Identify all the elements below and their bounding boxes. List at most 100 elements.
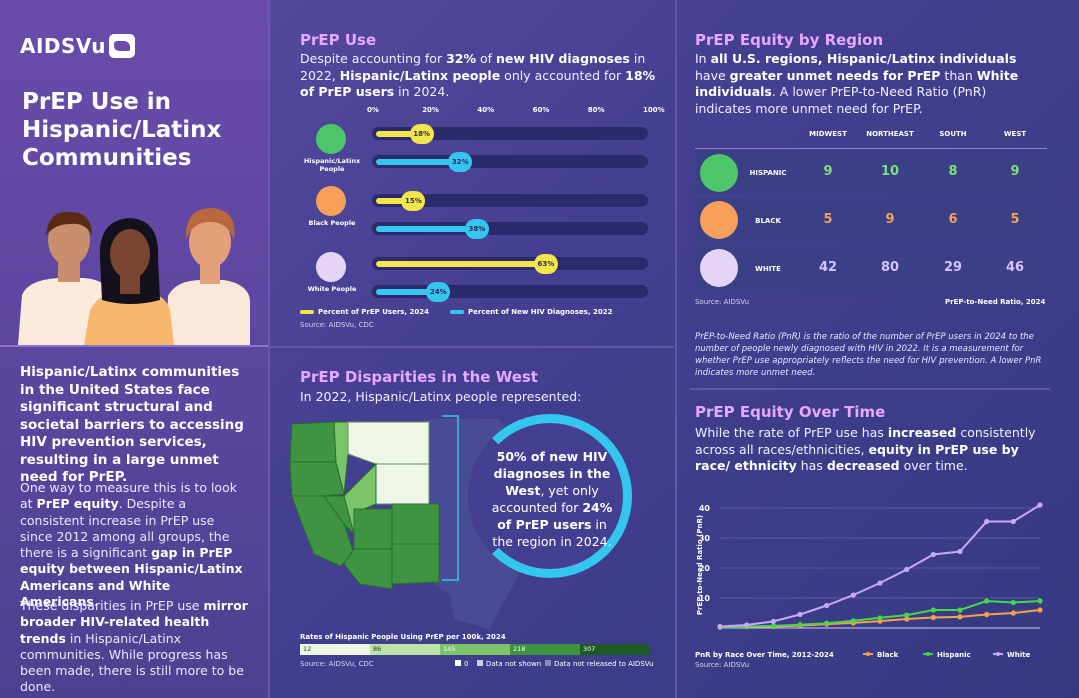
- data-point: [1010, 610, 1016, 616]
- table-row-label: WHITE: [755, 265, 781, 273]
- data-point: [1037, 607, 1043, 613]
- black-avatar-icon: [700, 201, 738, 239]
- legend-prep-users: Percent of PrEP Users, 2024: [300, 308, 429, 316]
- data-point: [1010, 599, 1016, 606]
- y-axis-label: PrEP-to-Need Ratio (PnR): [696, 515, 704, 615]
- table-column-header: MIDWEST: [809, 130, 847, 138]
- map-legend-bin: 218: [510, 644, 580, 655]
- bar-track: [372, 127, 648, 140]
- table-row-label: HISPANIC: [749, 169, 787, 177]
- table-cell-value: 9: [885, 212, 895, 227]
- data-point: [930, 607, 936, 613]
- data-point: [984, 598, 990, 604]
- divider: [268, 0, 270, 698]
- x-tick-label: 100%: [643, 106, 665, 114]
- intro-paragraph-2: These disparities in PrEP use mirror bro…: [20, 598, 248, 695]
- map-legend-bin: 145: [440, 644, 510, 655]
- data-point: [904, 566, 910, 573]
- data-point: [984, 611, 990, 618]
- bar-track: [372, 155, 648, 168]
- data-point: [957, 548, 963, 555]
- data-point: [930, 614, 936, 621]
- bar: [376, 288, 439, 295]
- intro-lead: Hispanic/Latinx communities in the Unite…: [20, 364, 244, 485]
- bar-track: [372, 222, 648, 235]
- region-source: Source: AIDSVu: [695, 298, 750, 306]
- map-legend-bin: 12: [300, 644, 370, 655]
- region-bracket: [442, 415, 459, 581]
- group-label-black: Black People: [308, 219, 356, 227]
- bar-data-label: 24%: [426, 281, 451, 302]
- people-illustration: [18, 208, 250, 345]
- bar-data-label: 38%: [464, 218, 489, 239]
- legend-swatch-blue: [450, 310, 464, 314]
- series-line-white: [719, 504, 1041, 628]
- section-divider: [0, 345, 268, 347]
- data-point: [717, 623, 723, 630]
- region-caption: PrEP-to-Need Ratio, 2024: [945, 298, 1046, 306]
- table-cell-value: 46: [1005, 260, 1025, 275]
- divider: [690, 388, 1050, 390]
- logo-text: AIDSVu: [20, 34, 106, 58]
- white-people-avatar-icon: [316, 252, 346, 282]
- data-point: [930, 551, 936, 558]
- group-label-hispanic: Hispanic/Latinx People: [303, 157, 361, 173]
- prep-use-description: Despite accounting for 32% of new HIV di…: [300, 51, 656, 99]
- bar: [376, 158, 461, 165]
- data-point: [744, 622, 750, 628]
- bar: [376, 130, 422, 137]
- data-point: [877, 580, 883, 586]
- x-tick-label: 60%: [532, 106, 550, 114]
- table-cell-value: 5: [1010, 212, 1020, 227]
- legend-marker: [866, 652, 870, 656]
- table-top-rule: [695, 148, 1047, 149]
- data-point: [877, 615, 883, 621]
- bar-data-label: 63%: [533, 253, 558, 274]
- west-title: PrEP Disparities in the West: [300, 368, 538, 386]
- x-tick-label: 0%: [367, 106, 379, 114]
- map-legend-not-shown: Data not shown: [477, 660, 541, 668]
- data-point: [770, 618, 776, 624]
- pnr-definition-note: PrEP-to-Need Ratio (PnR) is the ratio of…: [695, 332, 1042, 378]
- pnr-line-chart: 10 20 30 40 PrEP-to-Need Ratio (PnR) PnR by R…: [695, 502, 1043, 669]
- line-chart-title: PnR by Race Over Time, 2012-2024: [695, 651, 834, 659]
- table-cell-value: 8: [948, 164, 958, 179]
- data-point: [824, 620, 830, 626]
- map-legend-title: Rates of Hispanic People Using PrEP per …: [300, 633, 506, 641]
- data-point: [850, 618, 856, 624]
- prep-use-title: PrEP Use: [300, 31, 377, 49]
- table-cell-value: 10: [880, 164, 900, 179]
- y-tick-label: 10: [699, 594, 711, 603]
- data-point: [797, 611, 803, 618]
- hispanic-people-avatar-icon: [316, 124, 346, 154]
- region-title: PrEP Equity by Region: [695, 31, 884, 49]
- data-point: [904, 612, 910, 618]
- divider: [675, 0, 677, 698]
- table-cell-value: 6: [948, 212, 958, 227]
- bar: [376, 197, 414, 204]
- table-column-header: WEST: [1003, 130, 1027, 138]
- x-tick-label: 40%: [477, 106, 495, 114]
- region-description: In all U.S. regions, Hispanic/Latinx ind…: [695, 51, 1019, 116]
- data-point: [1010, 518, 1016, 525]
- west-source: Source: AIDSVu, CDC: [300, 660, 374, 668]
- data-point: [984, 518, 990, 525]
- table-column-header: NORTHEAST: [866, 130, 914, 138]
- bar-data-label: 32%: [448, 151, 473, 172]
- table-row-label: BLACK: [755, 217, 781, 225]
- x-tick-label: 80%: [587, 106, 605, 114]
- data-point: [797, 622, 803, 628]
- table-cell-value: 9: [1010, 164, 1020, 179]
- map-legend-bin: 307: [580, 644, 650, 655]
- black-people-avatar-icon: [316, 186, 346, 216]
- y-tick-label: 20: [699, 564, 711, 573]
- us-map-icon: [108, 33, 135, 58]
- bar-data-label: 15%: [401, 190, 426, 211]
- table-cell-value: 42: [818, 260, 838, 275]
- bar-data-label: 18%: [409, 123, 434, 144]
- data-point: [770, 623, 776, 629]
- legend-marker: [996, 652, 1000, 656]
- map-legend-zero: 0: [455, 660, 468, 668]
- intro-paragraph-1: One way to measure this is to look at Pr…: [20, 480, 243, 610]
